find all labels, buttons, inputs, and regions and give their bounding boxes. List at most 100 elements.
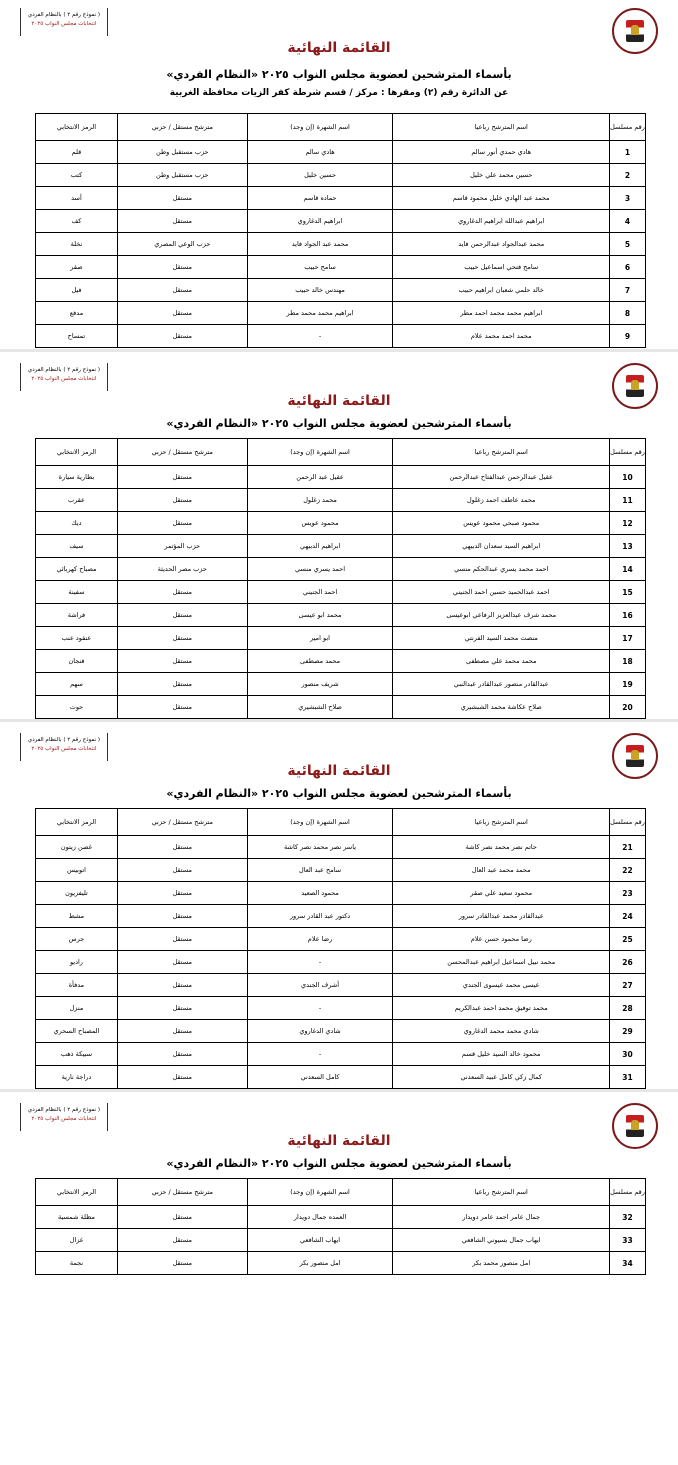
cell-candidate-name: سامح فتحي اسماعيل حبيب bbox=[392, 255, 611, 279]
table-row: 11 محمد عاطف احمد زغلول محمد زغلول مستقل عقر… bbox=[35, 488, 646, 512]
cell-affiliation: مستقل bbox=[116, 603, 248, 627]
cell-serial: 31 bbox=[609, 1065, 646, 1089]
cell-symbol: كف bbox=[35, 209, 118, 233]
egypt-eagle-emblem-icon bbox=[612, 1103, 658, 1149]
table-row: 1 هادي حمدي أنور سالم هادي سالم حزب مستقبل … bbox=[35, 140, 646, 164]
cell-known-as: عقيل عبد الرحمن bbox=[246, 465, 394, 489]
cell-serial: 25 bbox=[609, 927, 646, 951]
cell-known-as: ابراهيم الدغاروي bbox=[246, 209, 394, 233]
cell-known-as: صلاح الشبشيري bbox=[246, 695, 394, 719]
cell-candidate-name: محمد احمد محمد علام bbox=[392, 324, 611, 348]
cell-serial: 24 bbox=[609, 904, 646, 928]
cell-known-as: محمد عبد الجواد فايد bbox=[246, 232, 394, 256]
table-row: 26 محمد نبيل اسماعيل ابراهيم عبدالمحسن - مس… bbox=[35, 950, 646, 974]
header-serial: رقم مسلسل bbox=[609, 113, 646, 141]
cell-affiliation: مستقل bbox=[116, 1251, 248, 1275]
table-row: 24 عبدالقادر محمد عبدالقادر سرور دكتور عبد… bbox=[35, 904, 646, 928]
cell-affiliation: مستقل bbox=[116, 835, 248, 859]
cell-candidate-name: ابراهيم عبدالله ابراهيم الدغاروي bbox=[392, 209, 611, 233]
cell-symbol: كتب bbox=[35, 163, 118, 187]
cell-known-as: احمد الجنيني bbox=[246, 580, 394, 604]
cell-candidate-name: محمد توفيق محمد احمد عبدالكريم bbox=[392, 996, 611, 1020]
stamp-line2: انتخابات مجلس النواب ٢٠٢٥ bbox=[31, 746, 97, 752]
cell-known-as: العمده جمال دويدار bbox=[246, 1205, 394, 1229]
cell-known-as: محمد مصطفى bbox=[246, 649, 394, 673]
cell-candidate-name: محمود صبحي محمود عويس bbox=[392, 511, 611, 535]
header-symbol: الرمز الانتخابي bbox=[35, 1178, 118, 1206]
cell-symbol: عقرب bbox=[35, 488, 118, 512]
cell-known-as: مهندس خالد حبيب bbox=[246, 278, 394, 302]
egypt-eagle-emblem-icon bbox=[612, 363, 658, 409]
table-row: 30 محمود خالد السيد خليل قسم - مستقل سبيكة ذ… bbox=[35, 1042, 646, 1066]
cell-symbol: صقر bbox=[35, 255, 118, 279]
header-symbol: الرمز الانتخابي bbox=[35, 438, 118, 466]
cell-symbol: منزل bbox=[35, 996, 118, 1020]
cell-symbol: بطارية سيارة bbox=[35, 465, 118, 489]
table-row: 9 محمد احمد محمد علام - مستقل تمساح bbox=[35, 324, 646, 348]
cell-known-as: هادي سالم bbox=[246, 140, 394, 164]
cell-known-as: ياسر نصر محمد نصر كاشة bbox=[246, 835, 394, 859]
cell-symbol: مظلة شمسية bbox=[35, 1205, 118, 1229]
header-candidate-name: اسم المترشح رباعيا bbox=[392, 438, 611, 466]
table-header-row: رقم مسلسل اسم المترشح رباعيا اسم الشهرة (إ… bbox=[35, 808, 646, 836]
stamp-line1: ( نموذج رقم ٢ ) بالنظام الفردي bbox=[27, 1107, 101, 1113]
header-known-as: اسم الشهرة (إن وجد) bbox=[246, 1178, 394, 1206]
header-affiliation: مترشح مستقل / حزبي bbox=[116, 808, 248, 836]
table-row: 3 محمد عبد الهادي خليل محمود قاسم حماده قا… bbox=[35, 186, 646, 210]
cell-symbol: مدفع bbox=[35, 301, 118, 325]
table-row: 32 جمال عامر احمد عامر دويدار العمده جمال … bbox=[35, 1205, 646, 1229]
document-page: ( نموذج رقم ٢ ) بالنظام الفردي انتخابات … bbox=[0, 355, 678, 725]
cell-affiliation: حزب المؤتمر bbox=[116, 534, 248, 558]
document-page: ( نموذج رقم ٢ ) بالنظام الفردي انتخابات … bbox=[0, 1095, 678, 1465]
cell-affiliation: مستقل bbox=[116, 209, 248, 233]
cell-serial: 34 bbox=[609, 1251, 646, 1275]
cell-known-as: - bbox=[246, 1042, 394, 1066]
page-separator bbox=[0, 1089, 678, 1092]
form-stamp: ( نموذج رقم ٢ ) بالنظام الفردي انتخابات … bbox=[20, 8, 108, 36]
cell-affiliation: مستقل bbox=[116, 649, 248, 673]
table-row: 13 ابراهيم السيد سعدان الدبيهي ابراهيم الد… bbox=[35, 534, 646, 558]
cell-serial: 3 bbox=[609, 186, 646, 210]
cell-known-as: ابراهيم الدبيهي bbox=[246, 534, 394, 558]
cell-affiliation: مستقل bbox=[116, 1065, 248, 1089]
cell-candidate-name: حسين محمد علي خليل bbox=[392, 163, 611, 187]
cell-symbol: مشط bbox=[35, 904, 118, 928]
cell-serial: 7 bbox=[609, 278, 646, 302]
cell-affiliation: مستقل bbox=[116, 950, 248, 974]
table-row: 27 عيسى محمد عيسوى الجندي أشرف الجندي مستقل… bbox=[35, 973, 646, 997]
table-row: 2 حسين محمد علي خليل حسين خليل حزب مستقبل و… bbox=[35, 163, 646, 187]
cell-affiliation: مستقل bbox=[116, 973, 248, 997]
document-page: ( نموذج رقم ٢ ) بالنظام الفردي انتخابات … bbox=[0, 725, 678, 1095]
table-row: 10 عقيل عبدالرحمن عبدالفتاح عبدالرحمن عقيل… bbox=[35, 465, 646, 489]
cell-known-as: حسين خليل bbox=[246, 163, 394, 187]
page-subtitle: بأسماء المترشحين لعضوية مجلس النواب ٢٠٢٥… bbox=[166, 787, 512, 800]
cell-candidate-name: عقيل عبدالرحمن عبدالفتاح عبدالرحمن bbox=[392, 465, 611, 489]
cell-affiliation: مستقل bbox=[116, 672, 248, 696]
cell-candidate-name: عيسى محمد عيسوى الجندي bbox=[392, 973, 611, 997]
candidates-table: رقم مسلسل اسم المترشح رباعيا اسم الشهرة (إ… bbox=[35, 438, 646, 719]
cell-serial: 4 bbox=[609, 209, 646, 233]
cell-serial: 10 bbox=[609, 465, 646, 489]
stamp-line2: انتخابات مجلس النواب ٢٠٢٥ bbox=[31, 1116, 97, 1122]
page-title: القائمة النهائية bbox=[287, 1133, 391, 1149]
cell-serial: 23 bbox=[609, 881, 646, 905]
header-serial: رقم مسلسل bbox=[609, 438, 646, 466]
cell-affiliation: مستقل bbox=[116, 278, 248, 302]
cell-known-as: - bbox=[246, 996, 394, 1020]
table-row: 31 كمال زكي كامل عبيد السعدني كامل السعدني… bbox=[35, 1065, 646, 1089]
page-title: القائمة النهائية bbox=[287, 40, 391, 56]
cell-symbol: عنقود عنب bbox=[35, 626, 118, 650]
cell-affiliation: مستقل bbox=[116, 626, 248, 650]
header-affiliation: مترشح مستقل / حزبي bbox=[116, 1178, 248, 1206]
cell-serial: 17 bbox=[609, 626, 646, 650]
cell-affiliation: مستقل bbox=[116, 1205, 248, 1229]
cell-symbol: فراشة bbox=[35, 603, 118, 627]
cell-serial: 20 bbox=[609, 695, 646, 719]
header-serial: رقم مسلسل bbox=[609, 1178, 646, 1206]
cell-candidate-name: محمود سعيد علي صقر bbox=[392, 881, 611, 905]
cell-serial: 6 bbox=[609, 255, 646, 279]
cell-known-as: شريف منصور bbox=[246, 672, 394, 696]
cell-affiliation: مستقل bbox=[116, 301, 248, 325]
cell-affiliation: حزب مستقبل وطن bbox=[116, 163, 248, 187]
page-title: القائمة النهائية bbox=[287, 393, 391, 409]
